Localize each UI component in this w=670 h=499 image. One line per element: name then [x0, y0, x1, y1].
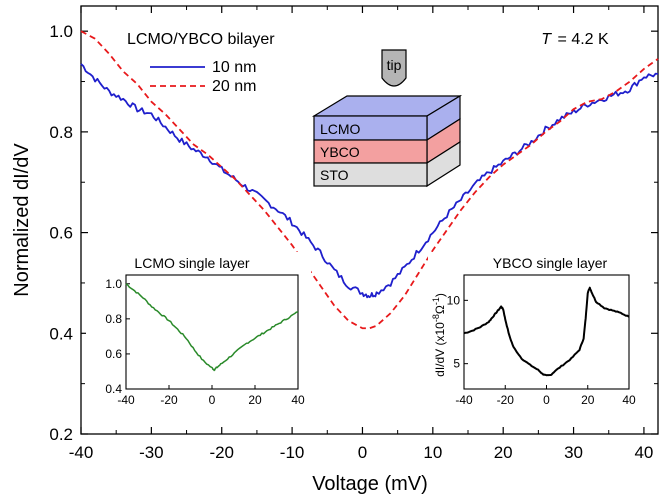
inset-x-tick-label: 0	[543, 393, 550, 407]
inset-y-tick-label: 5	[453, 357, 460, 371]
x-tick-label: 0	[358, 443, 367, 462]
inset-ybco-background	[428, 252, 638, 412]
x-axis-label: Voltage (mV)	[312, 473, 428, 495]
y-tick-label: 1.0	[49, 22, 73, 41]
inset-lcmo-title: LCMO single layer	[134, 255, 249, 271]
inset-ybco-y-label: dI/dV (x10-8Ω-1)	[431, 293, 447, 377]
inset-x-tick-label: 20	[248, 393, 262, 407]
layer-label-lcmo: LCMO	[320, 121, 361, 137]
inset-x-tick-label: 40	[622, 393, 636, 407]
inset-x-tick-label: 20	[581, 393, 595, 407]
inset-y-tick-label: 1.0	[105, 277, 122, 291]
layer-label-ybco: YBCO	[320, 144, 360, 160]
x-tick-label: -20	[209, 443, 234, 462]
x-tick-label: -10	[280, 443, 305, 462]
x-tick-label: 40	[634, 443, 653, 462]
inset-x-tick-label: -20	[160, 393, 178, 407]
inset-y-tick-label: 0.6	[105, 347, 122, 361]
x-tick-label: 30	[564, 443, 583, 462]
y-tick-label: 0.2	[49, 425, 73, 444]
bilayer-schematic: tip LCMO YBCO STO	[314, 50, 460, 186]
inset-y-tick-label: 10	[447, 293, 461, 307]
inset-x-tick-label: 0	[209, 393, 216, 407]
layer-label-sto: STO	[320, 167, 349, 183]
inset-y-tick-label: 0.4	[105, 382, 122, 396]
legend-label-10nm: 10 nm	[212, 59, 256, 76]
inset-y-tick-label: 0.8	[105, 312, 122, 326]
temperature-annotation: T = 4.2 K	[541, 31, 609, 48]
inset-lcmo: LCMO single layer -40 -20 0 20 400.40.60.81.…	[86, 252, 311, 407]
y-axis-label: Normalized dI/dV	[11, 143, 33, 297]
inset-ybco: YBCO single layer dI/dV (x10-8Ω-1) -40 -2…	[428, 252, 638, 412]
legend-label-20nm: 20 nm	[212, 78, 256, 95]
inset-x-tick-label: -40	[455, 393, 473, 407]
inset-ybco-title: YBCO single layer	[493, 255, 608, 271]
inset-x-tick-label: 40	[291, 393, 305, 407]
y-tick-label: 0.6	[49, 224, 73, 243]
tip-label: tip	[387, 57, 402, 73]
x-tick-label: 20	[494, 443, 513, 462]
y-tick-label: 0.4	[49, 324, 73, 343]
legend-title: LCMO/YBCO bilayer	[127, 31, 275, 48]
y-tick-label: 0.8	[49, 123, 73, 142]
x-tick-label: -30	[139, 443, 164, 462]
inset-x-tick-label: -20	[497, 393, 515, 407]
x-tick-label: -40	[69, 443, 94, 462]
x-tick-label: 10	[423, 443, 442, 462]
